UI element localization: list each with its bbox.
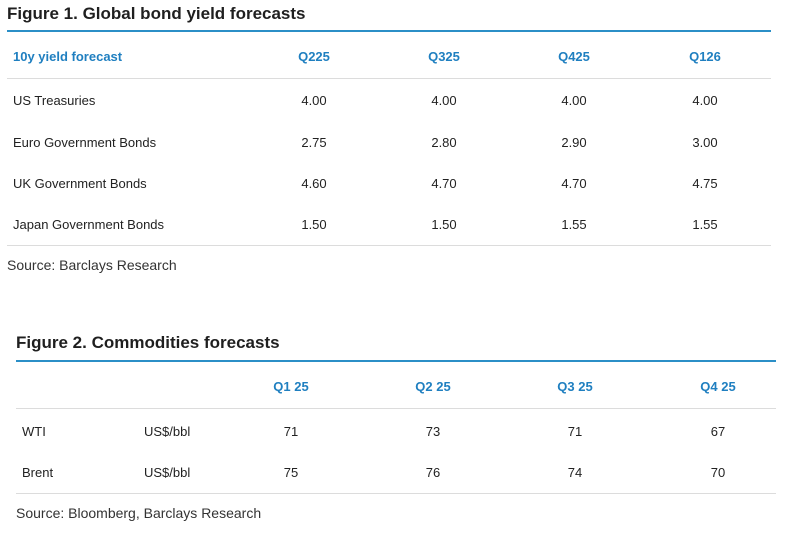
table-cell: 75 [283,465,299,480]
table-cell: 4.70 [561,176,587,191]
figure-1-header-q425: Q425 [558,49,590,64]
table-cell: 1.55 [561,217,587,232]
table-cell: 3.00 [692,135,718,150]
figure-2-header-q3-25: Q3 25 [557,379,593,394]
figure-1-top-rule [7,30,771,32]
figure-1-bottom-rule [7,245,771,246]
figure-1-source: Source: Barclays Research [7,257,177,273]
figure-2-header-rule [16,408,776,409]
table-row-label: Japan Government Bonds [13,217,165,232]
table-cell: 76 [425,465,441,480]
figure-2-bottom-rule [16,493,776,494]
table-cell: 4.75 [692,176,718,191]
table-cell: 1.55 [692,217,718,232]
table-cell: 4.00 [301,93,327,108]
table-cell: 1.50 [431,217,457,232]
figure-2-header-q2-25: Q2 25 [415,379,451,394]
table-row-label: Euro Government Bonds [13,135,157,150]
table-row-label: UK Government Bonds [13,176,147,191]
table-row-label: WTI [22,424,46,439]
table-cell: 2.80 [431,135,457,150]
table-cell: 1.50 [301,217,327,232]
figure-1-header-label: 10y yield forecast [13,49,123,64]
figure-1-title: Figure 1. Global bond yield forecasts [7,4,306,23]
figure-2-source: Source: Bloomberg, Barclays Research [16,505,262,521]
figure-2-header-q4-25: Q4 25 [700,379,736,394]
figure-2-top-rule [16,360,776,362]
figure-1-header-q126: Q126 [689,49,721,64]
figure-2-header-q1-25: Q1 25 [273,379,309,394]
figure-1-header-q325: Q325 [428,49,460,64]
table-cell: 2.90 [561,135,587,150]
table-row-label: US Treasuries [13,93,96,108]
table-row-unit: US$/bbl [144,424,191,439]
figure-1-header-rule [7,78,771,79]
table-cell: 73 [425,424,441,439]
table-cell: 67 [710,424,726,439]
table-cell: 74 [567,465,583,480]
table-cell: 4.00 [431,93,457,108]
table-cell: 70 [710,465,726,480]
table-cell: 4.60 [301,176,327,191]
figure-1-header-q225: Q225 [298,49,330,64]
table-cell: 2.75 [301,135,327,150]
figure-2-title: Figure 2. Commodities forecasts [16,333,280,352]
table-row-label: Brent [22,465,54,480]
table-cell: 71 [283,424,299,439]
table-cell: 4.70 [431,176,457,191]
table-cell: 4.00 [692,93,718,108]
table-cell: 4.00 [561,93,587,108]
table-cell: 71 [567,424,583,439]
table-row-unit: US$/bbl [144,465,191,480]
